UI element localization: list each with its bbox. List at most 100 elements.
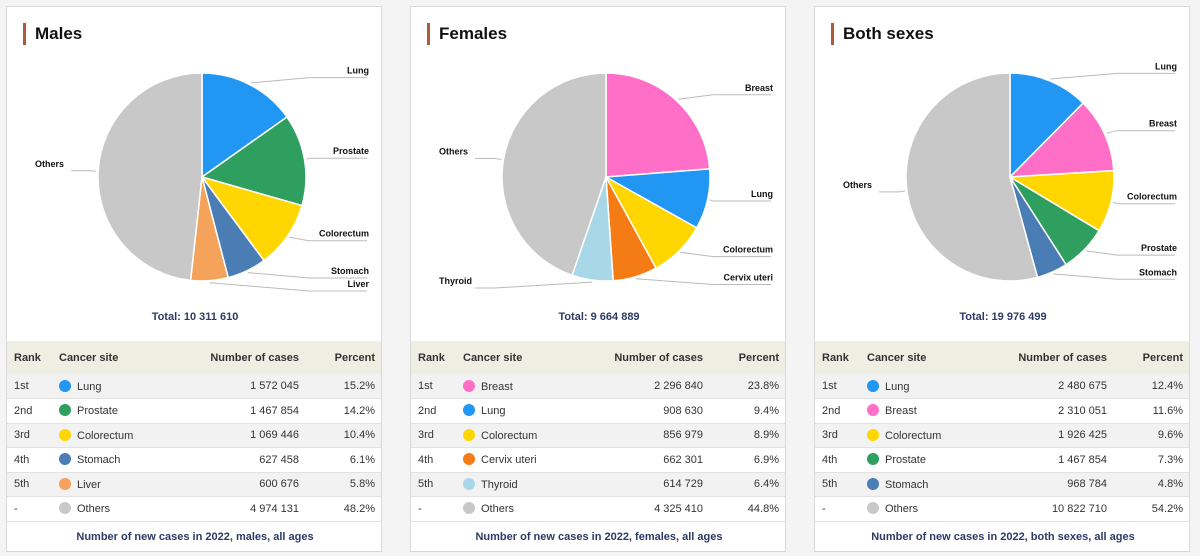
percent-cell: 8.9% — [753, 429, 779, 442]
slice-label-colorectum: Colorectum — [319, 229, 369, 239]
percent-cell: 9.6% — [1157, 429, 1183, 442]
site-label: Lung — [481, 405, 506, 418]
rank-header: Rank — [418, 351, 445, 364]
table-header-row: Rank Cancer site Number of cases Percent — [411, 341, 785, 374]
panel-title: Males — [23, 23, 82, 45]
cases-cell: 614 729 — [663, 478, 703, 491]
cases-cell: 2 296 840 — [654, 380, 703, 392]
site-label: Colorectum — [885, 429, 942, 442]
leader-line-breast — [1106, 130, 1175, 134]
site-header: Cancer site — [463, 351, 523, 364]
color-dot-icon — [463, 453, 475, 466]
cases-header: Number of cases — [210, 351, 299, 364]
leader-line-prostate — [306, 157, 367, 160]
table-row: - Others 4 325 410 44.8% — [411, 496, 785, 522]
rank-cell: 3rd — [14, 429, 30, 442]
site-label: Cervix uteri — [481, 454, 537, 467]
cases-cell: 4 325 410 — [654, 502, 703, 515]
percent-cell: 54.2% — [1151, 502, 1183, 515]
site-header: Cancer site — [59, 351, 119, 364]
leader-line-stomach — [247, 272, 367, 279]
percent-cell: 12.4% — [1151, 380, 1183, 392]
cases-cell: 1 467 854 — [250, 404, 299, 417]
percent-header: Percent — [334, 351, 375, 364]
cases-cell: 2 310 051 — [1058, 404, 1107, 417]
leader-line-lung — [709, 199, 771, 202]
table-row: 3rd Colorectum 856 979 8.9% — [411, 423, 785, 448]
cases-cell: 968 784 — [1067, 478, 1107, 491]
site-cell: Cervix uteri — [463, 448, 583, 473]
table-row: 1st Lung 1 572 045 15.2% — [7, 374, 381, 399]
table-row: - Others 4 974 131 48.2% — [7, 496, 381, 522]
rank-cell: 4th — [822, 453, 838, 466]
site-label: Colorectum — [481, 429, 538, 442]
percent-header: Percent — [1142, 351, 1183, 364]
cases-cell: 662 301 — [663, 453, 703, 466]
color-dot-icon — [463, 428, 475, 441]
color-dot-icon — [867, 502, 879, 515]
site-label: Others — [481, 503, 515, 516]
table-body: 1st Lung 2 480 675 12.4% 2nd Breast 2 310 051 1… — [815, 374, 1189, 521]
table-body: 1st Breast 2 296 840 23.8% 2nd Lung 908 630 9.4… — [411, 374, 785, 521]
panel-title: Both sexes — [831, 23, 934, 45]
table-row: 4th Prostate 1 467 854 7.3% — [815, 447, 1189, 473]
pie-slice-breast — [605, 72, 711, 178]
rank-cell: 4th — [418, 453, 434, 466]
cases-cell: 908 630 — [663, 404, 703, 417]
cases-cell: 600 676 — [259, 478, 299, 491]
pie-slice-others — [501, 72, 607, 277]
rank-cell: 2nd — [14, 404, 33, 417]
slice-label-breast: Breast — [1149, 119, 1177, 129]
leader-line-thyroid — [475, 281, 593, 289]
pie-slice-others — [97, 72, 203, 282]
pie-slice-lung — [201, 72, 289, 179]
site-cell: Lung — [463, 399, 583, 424]
color-dot-icon — [59, 428, 71, 441]
site-label: Lung — [885, 380, 910, 393]
leader-line-prostate — [1085, 250, 1175, 256]
cases-cell: 856 979 — [663, 429, 703, 442]
table-row: 5th Liver 600 676 5.8% — [7, 472, 381, 497]
color-dot-icon — [867, 477, 879, 490]
cases-cell: 1 467 854 — [1058, 453, 1107, 466]
percent-cell: 11.6% — [1152, 404, 1183, 417]
site-cell: Others — [463, 497, 583, 522]
slice-label-lung: Lung — [1155, 61, 1177, 71]
pie-chart: Lung Prostate Colorectum Stomach Liver Others — [35, 66, 369, 292]
color-dot-icon — [463, 404, 475, 417]
leader-line-lung — [1050, 72, 1175, 80]
table-row: 5th Thyroid 614 729 6.4% — [411, 472, 785, 497]
slice-label-prostate: Prostate — [1141, 243, 1177, 253]
percent-cell: 4.8% — [1157, 478, 1183, 491]
pie-slice-colorectum — [200, 175, 303, 262]
total-label: Total: 10 311 610 — [151, 311, 239, 323]
panel-title: Females — [427, 23, 507, 45]
slice-label-others: Others — [843, 180, 872, 190]
color-dot-icon — [59, 404, 71, 417]
table-row: 4th Cervix uteri 662 301 6.9% — [411, 447, 785, 473]
slice-label-breast: Breast — [745, 83, 773, 93]
rank-cell: 3rd — [822, 429, 838, 442]
both-sexes-panel: Both sexes Lung Breast Colorectum Prostate S… — [814, 6, 1190, 552]
males-panel: Males Lung Prostate Colorectum Stomach Liver… — [6, 6, 382, 552]
slice-label-colorectum: Colorectum — [723, 245, 773, 255]
color-dot-icon — [59, 379, 71, 392]
site-label: Others — [77, 503, 111, 516]
pie-slice-breast — [1008, 101, 1115, 178]
table-row: 3rd Colorectum 1 069 446 10.4% — [7, 423, 381, 448]
site-cell: Prostate — [59, 399, 179, 424]
site-cell: Lung — [59, 374, 179, 399]
leader-line-breast — [677, 94, 771, 100]
rank-cell: - — [14, 502, 18, 515]
leader-line-liver — [209, 282, 367, 292]
site-cell: Breast — [463, 374, 583, 399]
site-cell: Others — [867, 497, 987, 522]
site-cell: Others — [59, 497, 179, 522]
site-label: Others — [885, 503, 919, 516]
table-caption: Number of new cases in 2022, both sexes,… — [871, 531, 1135, 543]
rank-cell: 3rd — [418, 429, 434, 442]
site-cell: Thyroid — [463, 472, 583, 497]
site-cell: Prostate — [867, 448, 987, 473]
pie-slice-others — [905, 72, 1039, 282]
leader-line-others — [475, 158, 502, 160]
